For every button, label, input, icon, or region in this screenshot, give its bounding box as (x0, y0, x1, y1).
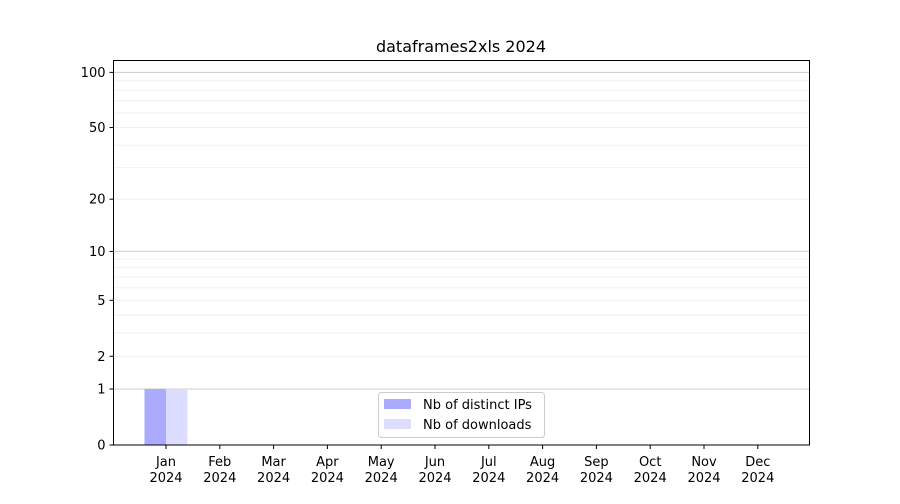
x-tick-label: Jan 2024 (149, 455, 182, 486)
y-tick-label: 1 (97, 383, 105, 398)
x-tick-label: Mar 2024 (257, 455, 290, 486)
bar (166, 389, 188, 445)
x-tick-label: Aug 2024 (526, 455, 559, 486)
legend-label: Nb of downloads (423, 418, 532, 433)
y-tick-label: 10 (89, 245, 106, 260)
plot-frame (113, 60, 810, 446)
y-tick-label: 0 (97, 439, 105, 454)
legend-label: Nb of distinct IPs (423, 398, 532, 413)
chart-title: dataframes2xls 2024 (376, 37, 546, 56)
x-tick-label: Jun 2024 (418, 455, 451, 486)
x-tick-label: Dec 2024 (741, 455, 774, 486)
y-tick-label: 50 (89, 121, 106, 136)
x-tick-label: Jul 2024 (472, 455, 505, 486)
legend-swatch (384, 419, 411, 429)
legend: Nb of distinct IPs Nb of downloads (378, 392, 545, 438)
x-tick-label: May 2024 (365, 455, 398, 486)
x-tick-label: Apr 2024 (311, 455, 344, 486)
x-tick-label: Oct 2024 (634, 455, 667, 486)
y-tick-label: 20 (89, 193, 106, 208)
legend-box (378, 392, 545, 438)
y-tick-label: 5 (97, 294, 105, 309)
y-tick-label: 100 (81, 66, 106, 81)
bar (144, 389, 166, 445)
x-tick-label: Feb 2024 (203, 455, 236, 486)
y-tick-label: 2 (97, 350, 105, 365)
x-tick-label: Nov 2024 (687, 455, 720, 486)
legend-swatch (384, 399, 411, 409)
x-tick-label: Sep 2024 (580, 455, 613, 486)
